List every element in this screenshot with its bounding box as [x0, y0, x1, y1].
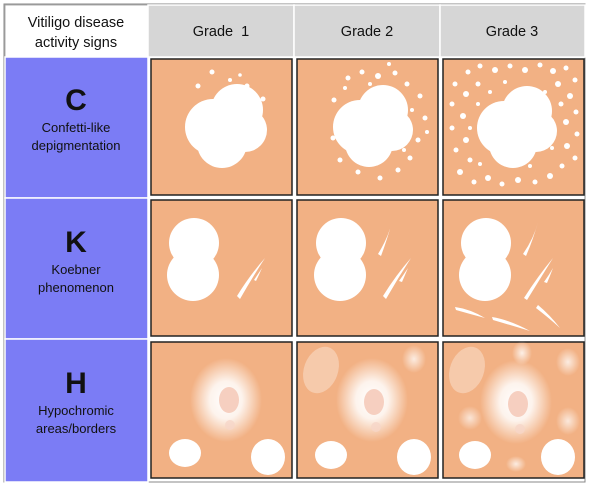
koebner-streak-k2a [383, 258, 411, 299]
grade-3-header [439, 4, 586, 58]
title-cell [4, 4, 149, 58]
row-k-letter: K [65, 226, 87, 259]
panel-h-grade-2 [296, 341, 439, 479]
confetti-dots-c2 [330, 62, 429, 181]
panel-k-grade-1 [150, 199, 293, 337]
row-h-label-line-1: Hypochromic [38, 403, 114, 418]
koebner-streak-k1 [237, 258, 265, 299]
row-k-label-line-1: Koebner [51, 262, 101, 277]
row-c-letter: C [65, 84, 87, 117]
koebner-streak-k3e [536, 305, 560, 328]
figure-frame [3, 3, 586, 483]
row-k-label-cell [4, 197, 149, 340]
row-c-label-line-2: depigmentation [32, 138, 121, 153]
grade-3-label: Grade 3 [486, 24, 538, 40]
panel-h-grade-1 [150, 341, 293, 479]
confetti-dots-c3 [449, 62, 580, 187]
koebner-streak-k3d [492, 317, 530, 331]
panel-h-grade-3 [442, 341, 585, 479]
confetti-dots-c1 [195, 69, 266, 102]
panel-c-grade-1 [150, 58, 293, 196]
row-h-label-cell [4, 338, 149, 483]
title-line-2: activity signs [35, 35, 117, 51]
panel-c-grade-2 [296, 58, 439, 196]
panel-k-grade-3 [442, 199, 585, 337]
row-k-label-line-2: phenomenon [38, 280, 114, 295]
grade-2-label: Grade 2 [341, 24, 393, 40]
row-h-label-line-2: areas/borders [36, 421, 117, 436]
koebner-streak-k3b [523, 222, 538, 256]
koebner-streak-k2b [378, 222, 392, 256]
grade-1-label: Grade 1 [193, 24, 249, 40]
koebner-streak-k3a [524, 258, 553, 300]
panel-c-grade-3 [442, 58, 585, 196]
koebner-streak-k3c [455, 307, 485, 318]
title-line-1: Vitiligo disease [28, 15, 124, 31]
row-c-label-line-1: Confetti-like [42, 120, 111, 135]
row-h-letter: H [65, 367, 87, 400]
grade-1-header [147, 4, 295, 58]
panel-k-grade-2 [296, 199, 439, 337]
